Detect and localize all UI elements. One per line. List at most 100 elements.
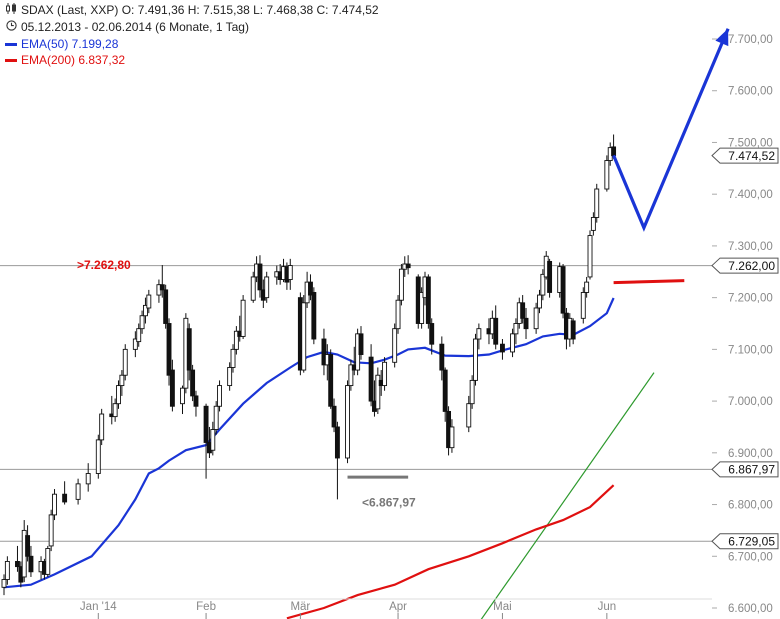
candle [308, 274, 313, 301]
candle-body [52, 493, 57, 516]
candle-body [425, 276, 431, 324]
candle-body [499, 343, 505, 353]
price-tag-box [711, 533, 779, 550]
candle-body [547, 260, 553, 293]
price-tag-label: 7.474,52 [728, 149, 775, 163]
y-tick-label: 7.500,00 [728, 137, 773, 149]
candle [213, 401, 219, 435]
candle-body [62, 493, 68, 503]
candle-body [99, 413, 105, 441]
candle [217, 380, 222, 412]
candle [590, 212, 596, 236]
candle [334, 421, 340, 500]
candle [493, 305, 499, 350]
candle-body [143, 304, 148, 317]
candle-body [395, 299, 401, 330]
candle [439, 336, 445, 381]
candle [240, 295, 246, 340]
candle [375, 367, 381, 415]
x-tick-label: Feb [196, 601, 216, 613]
y-tick-label: 7.000,00 [728, 396, 773, 408]
candle [473, 333, 478, 386]
candle [331, 398, 337, 433]
candlestick-chart-icon [5, 3, 17, 17]
candle [570, 318, 576, 345]
candle [116, 380, 121, 409]
candle [99, 408, 105, 446]
candle-body [533, 307, 539, 330]
candle-body [227, 367, 233, 387]
candle [547, 258, 553, 298]
candle [4, 556, 10, 585]
candle-body [513, 323, 519, 335]
candle [180, 385, 185, 415]
candle-body [136, 328, 142, 343]
candle [537, 289, 542, 314]
clock-icon [5, 20, 17, 34]
candle-body [169, 369, 175, 407]
candle-body [230, 348, 236, 368]
candle [233, 326, 239, 355]
price-tag-box [711, 257, 779, 274]
candle [25, 525, 31, 562]
candle-body [375, 374, 381, 410]
candle-body [48, 514, 54, 547]
candle [28, 545, 34, 577]
candle [15, 545, 20, 572]
candle [510, 328, 515, 358]
candle-body [584, 281, 590, 293]
candle-body [28, 555, 34, 573]
candle [119, 370, 125, 396]
candle-body [186, 328, 192, 371]
candle-body [476, 328, 482, 340]
candle [52, 489, 57, 521]
candle [449, 419, 455, 453]
candle [392, 323, 398, 368]
candle-body [520, 302, 526, 319]
candle [132, 331, 138, 358]
candle-body [163, 289, 169, 324]
candle-body [382, 361, 388, 387]
candle-body [1, 579, 7, 588]
candle-body [449, 426, 455, 449]
candle [163, 284, 169, 329]
candle [594, 183, 600, 223]
candle-body [537, 294, 542, 309]
legend-ema200: EMA(200) 6.837,32 [5, 53, 125, 67]
y-tick-label: 7.100,00 [728, 344, 773, 356]
candle-body [45, 548, 51, 575]
candle-body [308, 281, 313, 296]
candle-body [257, 263, 263, 291]
candle-body [311, 292, 317, 340]
candle [301, 295, 307, 373]
legend-ema50: EMA(50) 7.199,28 [5, 37, 118, 51]
y-tick-label: 7.700,00 [728, 34, 773, 46]
candle [169, 359, 175, 412]
candle [429, 318, 435, 355]
candle [257, 255, 263, 298]
price-tag-label: 6.729,05 [728, 535, 775, 549]
candle-body [146, 294, 152, 309]
candle [476, 323, 482, 350]
candle [230, 344, 236, 373]
candle-body [132, 338, 138, 350]
candle-body [587, 235, 593, 278]
candle [584, 276, 590, 298]
candle [264, 271, 270, 303]
candle [122, 344, 128, 381]
candle-body [210, 429, 216, 451]
y-tick-label: 7.400,00 [728, 189, 773, 201]
candle [287, 258, 293, 290]
candle [382, 357, 388, 391]
candle-body [540, 273, 546, 296]
candle-body [493, 317, 499, 345]
price-tag: 6.867,97 [711, 461, 779, 478]
instrument-info: SDAX (Last, XXP) O: 7.491,36 H: 7.515,38… [5, 3, 379, 17]
candle [398, 264, 404, 306]
y-tick-label: 7.600,00 [728, 86, 773, 98]
y-tick-label: 6.600,00 [728, 603, 773, 615]
date-range: 05.12.2013 - 02.06.2014 (6 Monate, 1 Tag… [5, 20, 249, 34]
price-tag: 6.729,05 [711, 533, 779, 550]
price-tag-label: 7.262,00 [728, 259, 775, 273]
